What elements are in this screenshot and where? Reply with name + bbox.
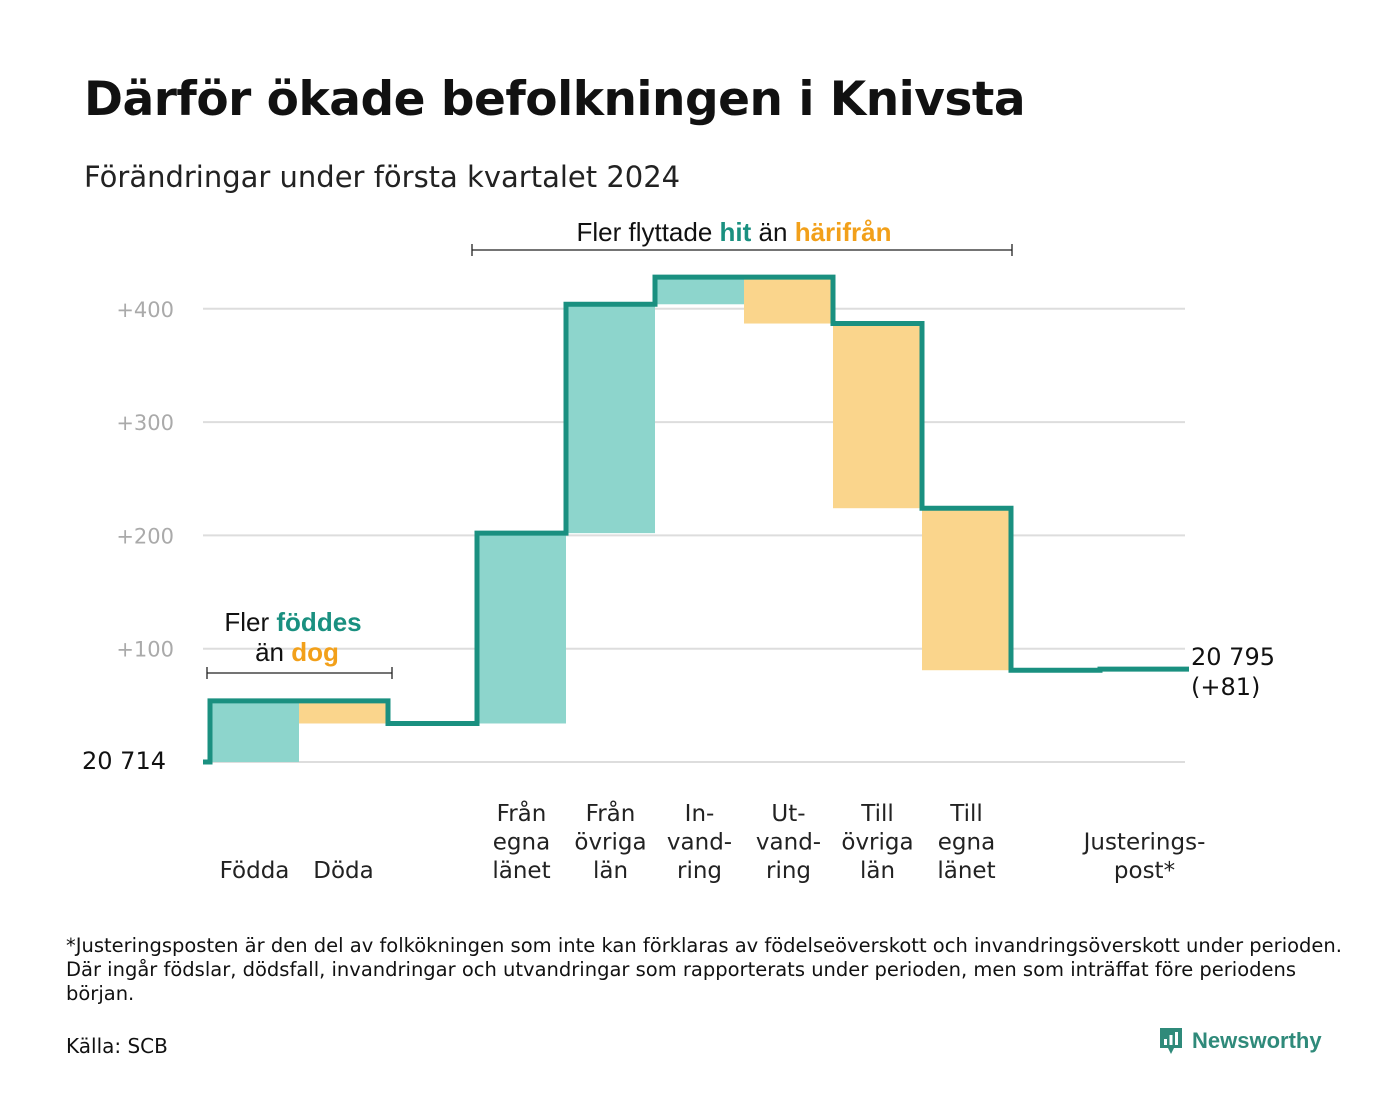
newsworthy-logo: Newsworthy [1158, 1026, 1322, 1056]
x-axis-labels: Födda DödaFrånegnalänetFrånövrigalänIn-va… [220, 799, 1206, 884]
x-category-label: övriga [574, 830, 646, 856]
source-label: Källa: SCB [66, 1034, 168, 1058]
births-annotation-line2: än dog [255, 637, 339, 667]
births-bracket [206, 667, 393, 679]
y-tick-label: +200 [116, 524, 174, 548]
x-category-label: Från [497, 799, 547, 827]
x-category-label: län [860, 858, 895, 884]
newsworthy-chart-icon [1160, 1028, 1182, 1054]
waterfall-bar [566, 304, 655, 534]
waterfall-bar [210, 700, 299, 762]
x-category-label: egna [493, 830, 550, 856]
waterfall-bar [833, 323, 922, 509]
x-category-label: Döda [313, 858, 373, 884]
y-tick-label: +300 [116, 411, 174, 435]
x-category-label: Till [949, 801, 983, 827]
y-tick-label: +400 [116, 298, 174, 322]
waterfall-bar [299, 700, 388, 724]
waterfall-chart: +100+200+300+400 Födda DödaFrånegnalänetF… [82, 217, 1275, 884]
x-category-label: post* [1114, 858, 1175, 884]
x-category-label: vand- [667, 830, 732, 856]
waterfall-bar [744, 277, 833, 324]
y-tick-label: +100 [116, 638, 174, 662]
gridlines [203, 307, 1185, 763]
x-category-label: In- [685, 801, 715, 827]
end-change-label: (+81) [1191, 673, 1260, 701]
x-category-label: vand- [756, 830, 821, 856]
births-annotation-line1: Fler föddes [224, 607, 361, 637]
start-value-label: 20 714 [82, 747, 166, 775]
x-category-label: egna [938, 830, 995, 856]
migration-annotation: Fler flyttade hit än härifrån [471, 217, 1013, 256]
births-annotation: Fler föddes än dog [206, 607, 393, 679]
x-category-label: Justerings- [1082, 830, 1206, 856]
migration-bracket [471, 244, 1013, 256]
x-category-label: ring [766, 858, 811, 884]
waterfall-bar [922, 508, 1011, 671]
x-category-label: länet [492, 858, 550, 884]
end-value-label: 20 795 [1191, 643, 1275, 671]
footnote: *Justeringsposten är den del av folkökni… [66, 934, 1342, 1005]
x-category-label: ring [677, 858, 722, 884]
x-category-label: länet [937, 858, 995, 884]
y-axis-ticks: +100 +200 +300 +400 [116, 298, 174, 662]
x-category-label: Till [860, 801, 894, 827]
x-category-label: Från [586, 799, 636, 827]
x-category-label: Ut- [771, 801, 805, 827]
x-category-label: övriga [841, 830, 913, 856]
migration-annotation-text: Fler flyttade hit än härifrån [576, 217, 891, 247]
logo-text: Newsworthy [1192, 1028, 1322, 1053]
chart-subtitle: Förändringar under första kvartalet 2024 [84, 160, 681, 194]
x-category-label: län [593, 858, 628, 884]
bars [210, 277, 1189, 762]
waterfall-bar [477, 533, 566, 724]
chart-title: Därför ökade befolkningen i Knivsta [84, 72, 1026, 127]
waterfall-bar [655, 277, 744, 305]
cumulative-step-line [203, 274, 1189, 765]
x-category-label: Födda [220, 858, 290, 884]
